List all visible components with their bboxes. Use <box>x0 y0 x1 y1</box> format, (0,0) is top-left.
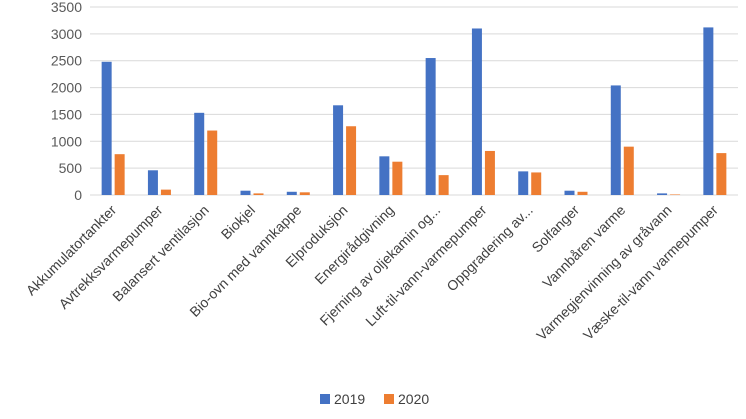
y-tick-label: 500 <box>59 160 83 176</box>
bar-2019 <box>194 112 205 195</box>
bar-2020 <box>716 153 727 195</box>
bar-2019 <box>147 170 158 195</box>
bar-2019 <box>425 58 436 196</box>
legend: 2019 2020 <box>320 391 429 407</box>
bar-2019 <box>518 171 529 195</box>
bar-2019 <box>101 61 112 195</box>
bar-2020 <box>484 150 495 195</box>
bar-2020 <box>531 172 542 195</box>
bar-2020 <box>207 130 218 195</box>
bar-2020 <box>114 154 125 195</box>
bar-2020 <box>392 161 403 195</box>
bar-2020 <box>623 146 634 195</box>
gridlines <box>90 6 738 196</box>
bar-2019 <box>379 156 390 195</box>
bar-2019 <box>703 27 714 196</box>
y-tick-label: 0 <box>74 187 82 203</box>
bar-2019 <box>564 190 575 195</box>
y-tick-label: 3500 <box>51 0 82 15</box>
bar-2020 <box>346 126 357 195</box>
legend-label: 2019 <box>334 391 365 407</box>
bar-2019 <box>610 85 621 195</box>
bar-2020 <box>670 194 681 195</box>
bar-2019 <box>333 105 344 195</box>
bar-2020 <box>299 192 310 195</box>
legend-swatch-2019 <box>320 394 330 404</box>
bar-2020 <box>253 193 264 195</box>
x-category-label: Vannbåren varme <box>539 202 628 291</box>
y-tick-label: 1000 <box>51 133 82 149</box>
bar-2019 <box>240 190 251 195</box>
bar-2020 <box>160 189 171 195</box>
bar-2019 <box>657 193 668 195</box>
bar-2019 <box>471 28 482 195</box>
y-tick-label: 3000 <box>51 26 82 42</box>
x-axis-labels: AkkumulatortankterAvtrekksvarmepumperBal… <box>23 202 722 344</box>
y-tick-label: 2000 <box>51 80 82 96</box>
y-axis-ticks: 0 500 1000 1500 2000 2500 3000 3500 <box>51 0 82 203</box>
legend-swatch-2020 <box>384 394 394 404</box>
x-category-label: Biokjel <box>218 202 258 242</box>
bar-2020 <box>438 175 449 195</box>
bar-2019 <box>286 191 297 195</box>
bars <box>101 27 727 196</box>
legend-label: 2020 <box>398 391 429 407</box>
x-category-label: Energirådgivning <box>311 202 397 288</box>
y-tick-label: 1500 <box>51 106 82 122</box>
y-tick-label: 2500 <box>51 53 82 69</box>
x-category-label: Oppgradering av... <box>443 202 536 295</box>
bar-2020 <box>577 191 588 195</box>
